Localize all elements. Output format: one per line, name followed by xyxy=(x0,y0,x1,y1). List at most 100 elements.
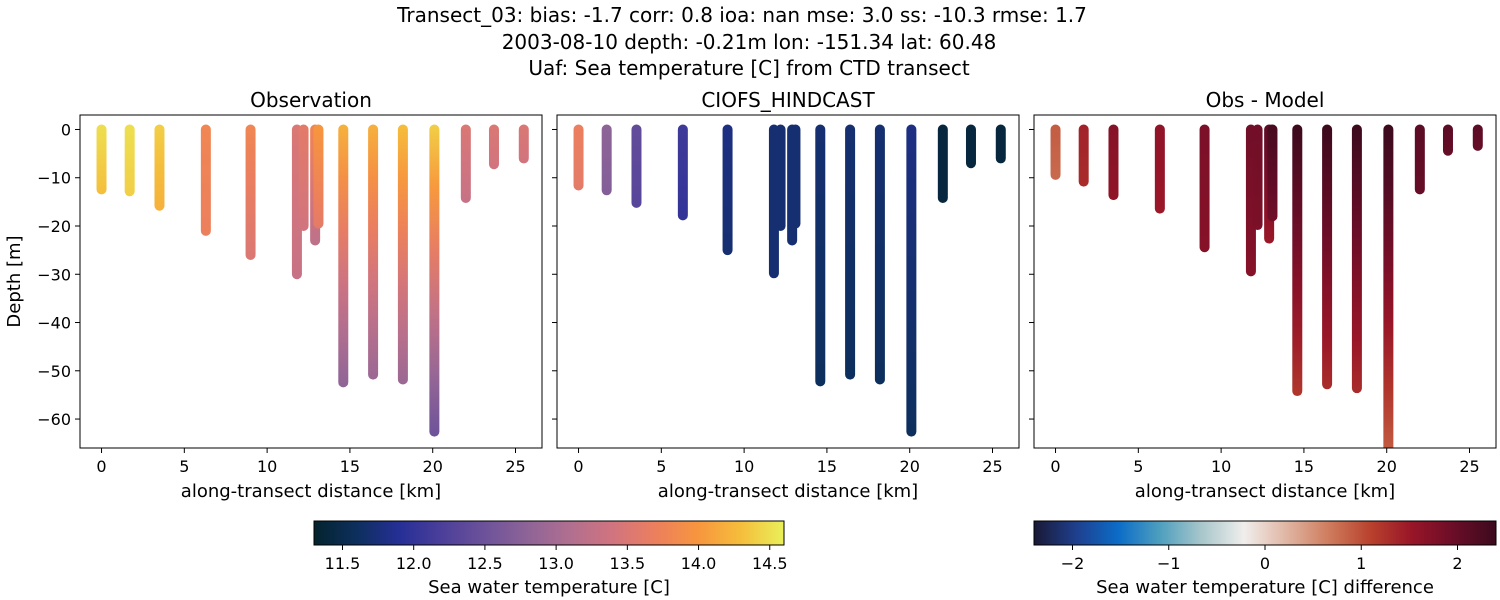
x-tick-label: 20 xyxy=(423,457,443,476)
y-axis-label: Depth [m] xyxy=(4,235,25,327)
x-tick-label: 20 xyxy=(1377,457,1397,476)
profile-8 xyxy=(790,124,801,229)
x-axis-label: along-transect distance [km] xyxy=(658,481,918,502)
profile-1 xyxy=(124,124,135,197)
x-tick-label: 25 xyxy=(982,457,1002,476)
profile-13 xyxy=(460,124,471,204)
profile-11 xyxy=(874,124,885,385)
profile-10 xyxy=(1322,124,1333,390)
colorbars: 11.5 12.0 12.5 13.0 13.5 14.0 14.5 Sea water te… xyxy=(313,520,1497,598)
profile-14 xyxy=(1442,124,1453,156)
colorbar-tick-label: 13.0 xyxy=(538,554,574,573)
colorbar-tick-label: 12.0 xyxy=(396,554,432,573)
colorbar-tick-label: 2 xyxy=(1452,554,1462,573)
x-tick-label: 15 xyxy=(340,457,360,476)
profile-12 xyxy=(906,124,917,437)
profile-4 xyxy=(1199,124,1210,253)
y-tick-label: −40 xyxy=(37,314,71,333)
x-tick-label: 15 xyxy=(1294,457,1314,476)
colorbar-tick-label: 14.0 xyxy=(681,554,717,573)
profile-12 xyxy=(1383,124,1394,448)
x-tick-label: 0 xyxy=(573,457,583,476)
panel-title: Observation xyxy=(250,88,372,112)
y-tick-label: −20 xyxy=(37,217,71,236)
profile-14 xyxy=(965,124,976,169)
profile-10 xyxy=(368,124,379,380)
title-line-1: Transect_03: bias: -1.7 corr: 0.8 ioa: n… xyxy=(396,3,1087,27)
panel-model: CIOFS_HINDCAST 0 5 10 15 20 25 along-transect d… xyxy=(552,88,1020,502)
profiles xyxy=(1050,124,1483,448)
x-tick-label: 20 xyxy=(900,457,920,476)
profile-10 xyxy=(845,124,856,380)
profile-2 xyxy=(1108,124,1119,201)
colorbar-label: Sea water temperature [C] xyxy=(428,577,670,598)
colorbar-tick-label: 13.5 xyxy=(610,554,646,573)
profile-12 xyxy=(429,124,440,437)
colorbar-tick-label: 12.5 xyxy=(467,554,503,573)
profile-11 xyxy=(1351,124,1362,394)
figure-title: Transect_03: bias: -1.7 corr: 0.8 ioa: n… xyxy=(396,3,1087,80)
panel-difference: Obs - Model 0 5 10 15 20 25 along-transect dist… xyxy=(1029,88,1497,502)
colorbar-2: −2 −1 0 1 2 Sea water temperature [C] differe… xyxy=(1033,520,1497,598)
x-tick-label: 25 xyxy=(1459,457,1479,476)
profile-3 xyxy=(677,124,688,221)
panels: Observation 0 5 10 15 20 25 along-transect dist… xyxy=(4,88,1497,502)
x-tick-label: 15 xyxy=(817,457,837,476)
colorbar-gradient xyxy=(1033,520,1497,546)
profile-1 xyxy=(601,124,612,196)
y-tick-label: −60 xyxy=(37,410,71,429)
panel-title: Obs - Model xyxy=(1206,88,1325,112)
axes-frame xyxy=(556,114,1020,449)
profiles xyxy=(573,124,1006,437)
x-tick-label: 0 xyxy=(1050,457,1060,476)
profile-9 xyxy=(815,124,826,387)
profile-4 xyxy=(722,124,733,256)
y-tick-label: −50 xyxy=(37,362,71,381)
x-axis-label: along-transect distance [km] xyxy=(181,481,441,502)
profile-9 xyxy=(1292,124,1303,397)
profile-14 xyxy=(488,124,499,170)
profile-15 xyxy=(518,124,529,164)
profiles xyxy=(96,124,529,437)
x-tick-label: 5 xyxy=(1133,457,1143,476)
panel-title: CIOFS_HINDCAST xyxy=(701,88,875,112)
profile-6 xyxy=(1252,124,1263,231)
colorbar-tick-label: 0 xyxy=(1260,554,1270,573)
profile-8 xyxy=(1267,124,1278,222)
profile-15 xyxy=(1472,124,1483,151)
profile-6 xyxy=(298,124,309,231)
profile-9 xyxy=(338,124,349,388)
x-tick-label: 10 xyxy=(257,457,277,476)
x-axis-label: along-transect distance [km] xyxy=(1135,481,1395,502)
colorbar-tick-label: 11.5 xyxy=(325,554,361,573)
axes-frame xyxy=(79,114,543,449)
x-tick-label: 5 xyxy=(179,457,189,476)
profile-8 xyxy=(313,124,324,229)
profile-15 xyxy=(995,124,1006,164)
profile-13 xyxy=(937,124,948,204)
colorbar-tick-label: −1 xyxy=(1157,554,1181,573)
profile-4 xyxy=(245,124,256,260)
colorbar-label: Sea water temperature [C] difference xyxy=(1096,577,1434,598)
title-line-3: Uaf: Sea temperature [C] from CTD transe… xyxy=(528,56,969,80)
colorbar-gradient xyxy=(313,520,785,546)
panel-observation: Observation 0 5 10 15 20 25 along-transect dist… xyxy=(4,88,543,502)
x-tick-label: 10 xyxy=(734,457,754,476)
profile-0 xyxy=(1050,124,1061,180)
profile-11 xyxy=(397,124,408,385)
colorbar-tick-label: 1 xyxy=(1356,554,1366,573)
x-tick-label: 25 xyxy=(505,457,525,476)
x-tick-label: 10 xyxy=(1211,457,1231,476)
profile-0 xyxy=(96,124,107,195)
y-tick-label: −10 xyxy=(37,169,71,188)
profile-1 xyxy=(1078,124,1089,187)
x-tick-label: 0 xyxy=(96,457,106,476)
colorbar-tick-label: 14.5 xyxy=(752,554,788,573)
profile-2 xyxy=(631,124,642,208)
title-line-2: 2003-08-10 depth: -0.21m lon: -151.34 la… xyxy=(502,30,997,54)
x-tick-label: 5 xyxy=(656,457,666,476)
profile-0 xyxy=(573,124,584,191)
y-tick-label: −30 xyxy=(37,265,71,284)
profile-6 xyxy=(775,124,786,231)
